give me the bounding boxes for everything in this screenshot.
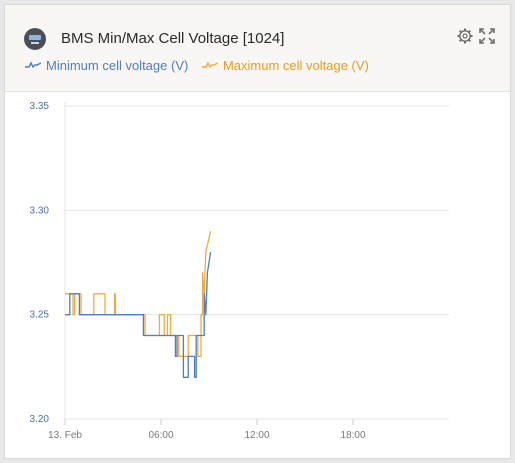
gear-icon[interactable] bbox=[456, 27, 474, 45]
line-chart: 3.20 3.25 3.30 3.35 13. Feb 06:00 12:00 18:00 bbox=[30, 101, 449, 441]
card-header: BMS Min/Max Cell Voltage [1024] bbox=[5, 5, 510, 92]
y-tick-label: 3.30 bbox=[30, 205, 50, 216]
series-line-max-cell-voltage[interactable] bbox=[65, 231, 212, 358]
device-icon bbox=[24, 28, 46, 50]
chart-grid bbox=[64, 102, 449, 420]
legend-label-min: Minimum cell voltage (V) bbox=[46, 57, 189, 73]
legend-item-min[interactable]: Minimum cell voltage (V) bbox=[25, 58, 188, 73]
y-axis-ticks: 3.20 3.25 3.30 3.35 bbox=[30, 101, 50, 425]
legend-item-max[interactable]: Maximum cell voltage (V) bbox=[201, 57, 369, 73]
legend-line-icon bbox=[25, 61, 41, 69]
legend-line-icon bbox=[201, 61, 218, 69]
x-tick-label: 18:00 bbox=[340, 430, 365, 441]
expand-icon[interactable] bbox=[478, 27, 496, 45]
x-axis-ticks: 13. Feb 06:00 12:00 18:00 bbox=[48, 419, 366, 441]
x-tick-label: 13. Feb bbox=[48, 430, 82, 441]
y-tick-label: 3.20 bbox=[30, 414, 50, 425]
chart-legend: Minimum cell voltage (V) Maximum cell vo… bbox=[25, 57, 379, 73]
series-line-min-cell-voltage[interactable] bbox=[65, 252, 212, 378]
legend-label-max: Maximum cell voltage (V) bbox=[222, 57, 369, 73]
y-tick-label: 3.35 bbox=[30, 101, 50, 112]
chart-card: BMS Min/Max Cell Voltage [1024] bbox=[4, 4, 511, 459]
x-tick-label: 12:00 bbox=[244, 430, 269, 441]
x-tick-label: 06:00 bbox=[148, 430, 173, 441]
chart-title: BMS Min/Max Cell Voltage [1024] bbox=[61, 30, 285, 47]
y-tick-label: 3.25 bbox=[30, 310, 50, 321]
chart-series bbox=[65, 231, 212, 378]
